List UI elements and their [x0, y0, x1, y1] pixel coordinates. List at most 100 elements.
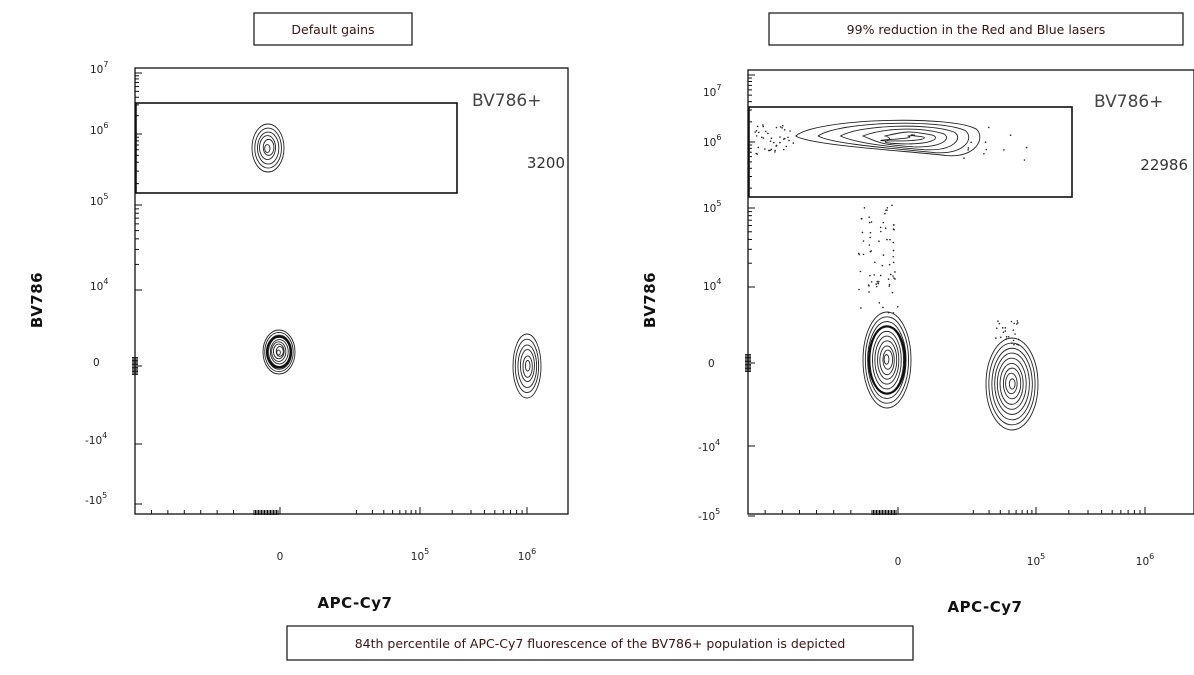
left-ytick-exp: 4 — [103, 277, 108, 286]
left-ytick-label: -104 — [85, 431, 107, 447]
right-event-dot — [770, 137, 773, 140]
right-event-dot — [868, 244, 871, 246]
right-event-dot — [870, 250, 873, 252]
left-contour-line — [254, 127, 282, 169]
right-ytick-base: 10 — [703, 203, 716, 215]
right-title-box — [768, 12, 1184, 46]
right-xtick-label: 105 — [1027, 552, 1045, 568]
left-contour-line — [512, 333, 542, 399]
right-event-dot — [762, 125, 764, 128]
right-gate-rect — [748, 106, 1073, 198]
right-contour-layer — [795, 119, 1039, 431]
right-event-dot — [779, 141, 781, 144]
right-event-dot — [970, 141, 972, 144]
left-ytick-base: 10 — [90, 196, 103, 208]
left-contour-line — [251, 123, 285, 173]
right-contour-line — [872, 330, 902, 390]
right-ytick-label: 106 — [703, 133, 721, 149]
right-event-dot — [893, 277, 895, 279]
right-contour-core — [867, 325, 907, 395]
left-ytick-label: 0 — [93, 357, 100, 369]
right-event-dot — [775, 145, 777, 147]
right-event-dot — [880, 230, 882, 233]
right-xtick-label: 0 — [895, 556, 902, 568]
left-title-box — [253, 12, 413, 46]
right-event-dot — [868, 291, 870, 293]
right-event-dot — [1017, 321, 1019, 324]
right-event-dot — [869, 231, 872, 234]
right-contour-line — [999, 363, 1024, 405]
right-ytick-base: -10 — [698, 511, 715, 523]
right-event-dot — [1004, 327, 1007, 329]
right-event-dot — [1016, 323, 1018, 325]
right-event-dot — [1025, 146, 1028, 149]
left-gate-rect — [135, 102, 458, 194]
right-event-dot — [886, 238, 888, 241]
right-xtick-exp: 5 — [1040, 552, 1045, 561]
left-ytick-label: -105 — [85, 491, 107, 507]
right-contour-line — [883, 131, 936, 145]
right-event-dot — [858, 253, 861, 256]
right-event-dot — [998, 322, 1001, 325]
panel-default-gains: Default gains BV786+ 3200 107 106 105 10… — [28, 12, 569, 612]
right-event-dot — [757, 146, 760, 149]
right-event-dot — [862, 253, 865, 256]
right-event-dot — [783, 128, 786, 131]
left-contour-line — [524, 359, 531, 372]
right-tick-layer — [745, 74, 1146, 517]
left-plot-frame — [134, 67, 569, 515]
left-contour-line — [259, 135, 276, 161]
right-event-dot — [963, 157, 965, 160]
right-xtick-base: 10 — [1027, 556, 1040, 568]
right-contour-line — [817, 122, 970, 154]
right-ytick-exp: 4 — [716, 277, 721, 286]
right-event-dot — [868, 216, 870, 218]
right-ytick-base: 10 — [703, 281, 716, 293]
right-ytick-exp: 7 — [716, 83, 721, 92]
right-event-dot — [861, 231, 864, 234]
right-contour-line — [1005, 372, 1018, 395]
right-event-dot — [878, 280, 880, 283]
left-xtick-base: 0 — [277, 551, 284, 563]
right-event-dot — [882, 306, 884, 309]
right-contour-line — [877, 340, 898, 380]
left-contour-line — [264, 332, 294, 373]
right-contour-line — [1002, 367, 1022, 400]
left-ytick-label: 104 — [90, 277, 108, 293]
right-event-dot — [782, 148, 785, 151]
left-gate-label: BV786+ — [472, 91, 541, 111]
right-event-dot — [755, 135, 758, 137]
right-event-dot — [875, 283, 878, 285]
left-contour-line — [262, 138, 275, 156]
right-contour-line — [862, 311, 912, 409]
right-event-dot — [882, 221, 885, 224]
right-contour-line — [880, 134, 925, 142]
right-event-dot — [884, 227, 887, 230]
left-contour-line — [269, 339, 289, 365]
right-event-dot — [869, 236, 871, 239]
right-event-dot — [862, 240, 865, 242]
right-event-dot — [792, 142, 795, 144]
right-panel-title: 99% reduction in the Red and Blue lasers — [847, 22, 1106, 37]
right-event-dot — [984, 141, 987, 143]
panel-reduced-lasers: 99% reduction in the Red and Blue lasers… — [641, 12, 1194, 616]
right-event-dot — [789, 130, 791, 132]
right-event-dot — [1003, 149, 1005, 151]
right-event-dot — [893, 228, 895, 231]
right-event-dot — [888, 263, 891, 266]
right-ytick-exp: 6 — [716, 133, 721, 142]
left-ytick-label: 107 — [90, 60, 108, 76]
right-event-dot — [888, 285, 891, 287]
right-event-dot — [879, 274, 882, 277]
left-tick-layer — [132, 72, 528, 515]
right-event-dot — [863, 207, 866, 209]
right-ytick-base: 10 — [703, 137, 716, 149]
right-event-dot — [891, 291, 894, 294]
left-ytick-exp: 4 — [102, 431, 107, 440]
left-ytick-base: 0 — [93, 357, 100, 369]
right-ytick-label: 0 — [708, 358, 715, 370]
right-xtick-exp: 6 — [1149, 552, 1154, 561]
right-event-dot — [1009, 134, 1012, 136]
